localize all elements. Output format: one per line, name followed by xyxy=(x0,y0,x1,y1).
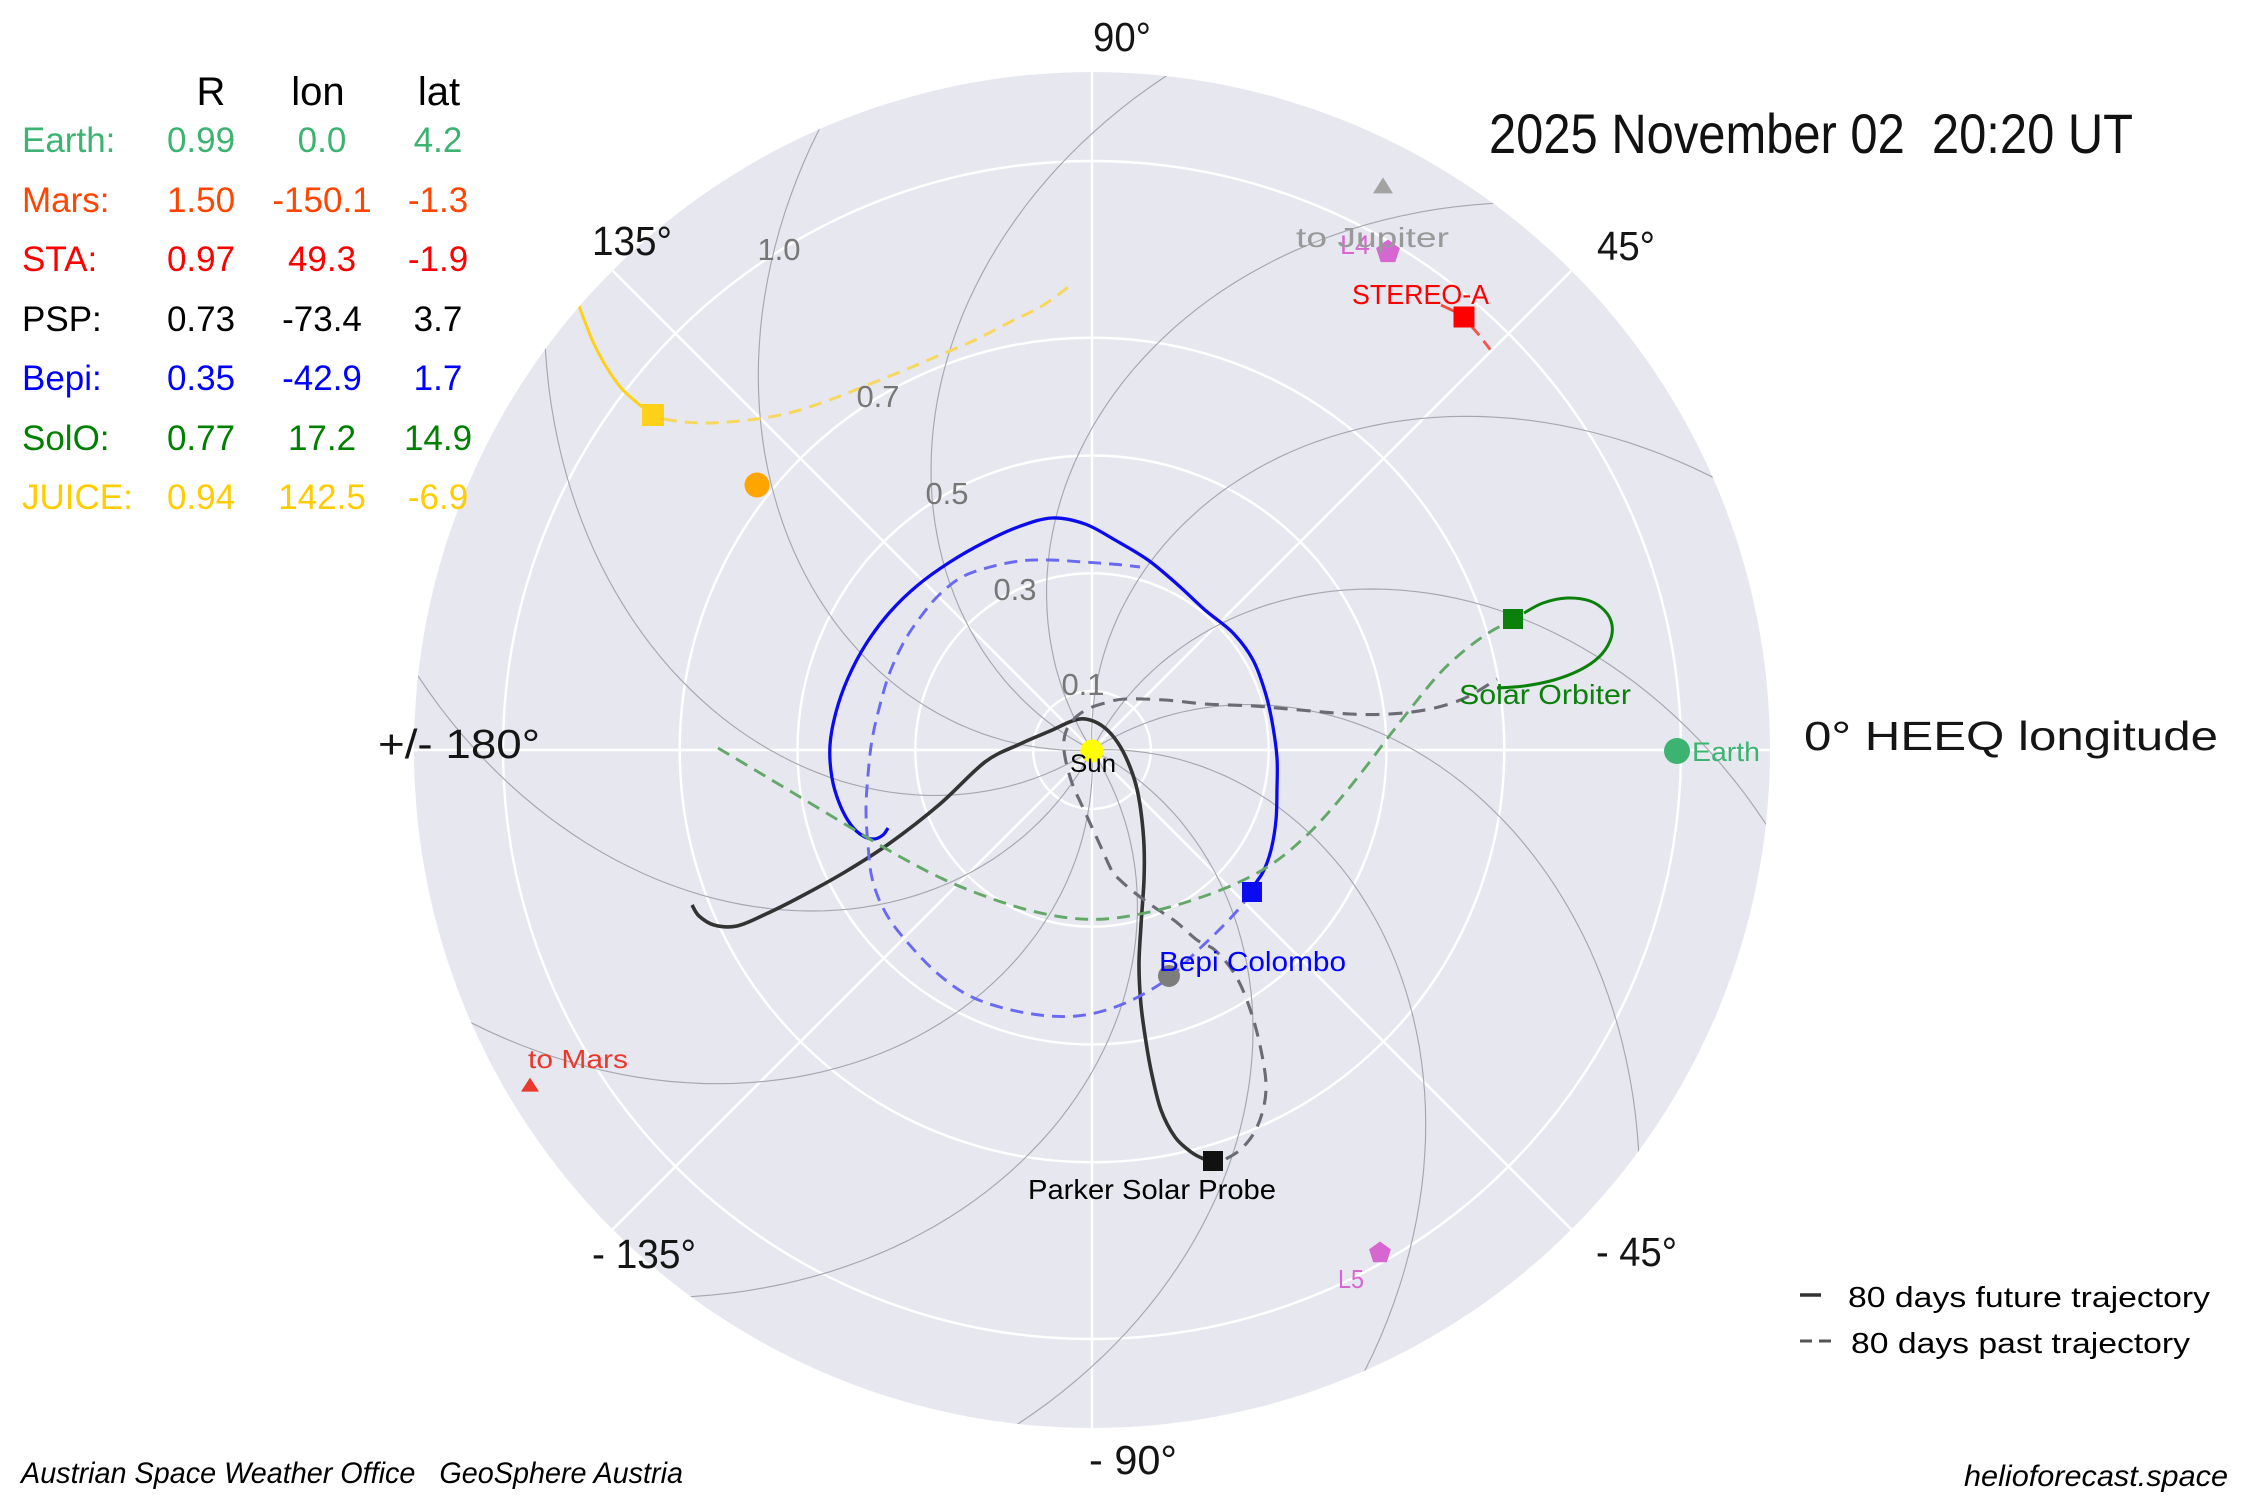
svg-text:0.77: 0.77 xyxy=(167,419,235,458)
svg-text:-1.9: -1.9 xyxy=(408,240,468,279)
svg-text:0.35: 0.35 xyxy=(167,359,235,398)
svg-text:0.94: 0.94 xyxy=(167,478,235,517)
svg-text:-1.3: -1.3 xyxy=(408,181,468,220)
svg-text:142.5: 142.5 xyxy=(278,478,366,517)
svg-text:+/- 180°: +/- 180° xyxy=(378,721,540,767)
svg-text:17.2: 17.2 xyxy=(288,419,356,458)
svg-text:Solar Orbiter: Solar Orbiter xyxy=(1459,679,1631,710)
svg-text:0.97: 0.97 xyxy=(167,240,235,279)
svg-text:JUICE:: JUICE: xyxy=(22,478,133,517)
svg-text:to Mars: to Mars xyxy=(528,1044,628,1074)
svg-text:0.0: 0.0 xyxy=(298,121,347,160)
svg-text:Earth: Earth xyxy=(1692,737,1760,767)
svg-text:- 90°: - 90° xyxy=(1089,1437,1177,1483)
svg-text:90°: 90° xyxy=(1093,14,1151,60)
svg-text:to Jupiter: to Jupiter xyxy=(1296,222,1449,253)
svg-text:-42.9: -42.9 xyxy=(282,359,362,398)
svg-text:-6.9: -6.9 xyxy=(408,478,468,517)
svg-text:lon: lon xyxy=(291,70,344,114)
svg-text:14.9: 14.9 xyxy=(404,419,472,458)
svg-text:0.7: 0.7 xyxy=(856,379,899,414)
svg-text:0° HEEQ longitude: 0° HEEQ longitude xyxy=(1804,713,2218,759)
svg-text:SolO:: SolO: xyxy=(22,419,110,458)
svg-text:3.7: 3.7 xyxy=(414,300,463,339)
svg-text:STA:: STA: xyxy=(22,240,97,279)
svg-text:0.1: 0.1 xyxy=(1061,667,1104,702)
svg-text:Mars:: Mars: xyxy=(22,181,110,220)
svg-text:0.99: 0.99 xyxy=(167,121,235,160)
svg-text:Bepi:: Bepi: xyxy=(22,359,102,398)
svg-text:135°: 135° xyxy=(592,218,672,264)
svg-text:Parker Solar Probe: Parker Solar Probe xyxy=(1028,1174,1276,1205)
svg-text:R: R xyxy=(197,70,226,114)
svg-text:Austrian Space Weather Office: Austrian Space Weather Office GeoSphere … xyxy=(19,1457,683,1490)
svg-text:Earth:: Earth: xyxy=(22,121,115,160)
svg-text:Bepi Colombo: Bepi Colombo xyxy=(1159,946,1346,977)
svg-text:0.73: 0.73 xyxy=(167,300,235,339)
svg-text:PSP:: PSP: xyxy=(22,300,102,339)
svg-text:lat: lat xyxy=(418,70,460,114)
svg-text:1.50: 1.50 xyxy=(167,181,235,220)
svg-text:- 45°: - 45° xyxy=(1596,1229,1677,1275)
svg-text:L4: L4 xyxy=(1340,230,1370,260)
svg-text:80 days past trajectory: 80 days past trajectory xyxy=(1851,1328,2191,1360)
svg-text:1.0: 1.0 xyxy=(757,232,800,267)
svg-text:1.7: 1.7 xyxy=(414,359,463,398)
svg-text:helioforecast.space: helioforecast.space xyxy=(1964,1460,2228,1493)
svg-text:45°: 45° xyxy=(1597,223,1655,269)
svg-text:STEREO-A: STEREO-A xyxy=(1352,279,1489,310)
svg-text:2025 November 02 20:20 UT: 2025 November 02 20:20 UT xyxy=(1489,102,2133,165)
svg-text:- 135°: - 135° xyxy=(592,1231,696,1277)
svg-text:4.2: 4.2 xyxy=(414,121,463,160)
svg-text:Sun: Sun xyxy=(1070,750,1116,778)
svg-text:0.5: 0.5 xyxy=(925,476,968,511)
svg-text:80 days future trajectory: 80 days future trajectory xyxy=(1848,1282,2211,1314)
svg-text:L5: L5 xyxy=(1338,1264,1364,1294)
svg-text:49.3: 49.3 xyxy=(288,240,356,279)
svg-text:-73.4: -73.4 xyxy=(282,300,362,339)
svg-text:0.3: 0.3 xyxy=(993,572,1036,607)
svg-text:-150.1: -150.1 xyxy=(272,181,371,220)
